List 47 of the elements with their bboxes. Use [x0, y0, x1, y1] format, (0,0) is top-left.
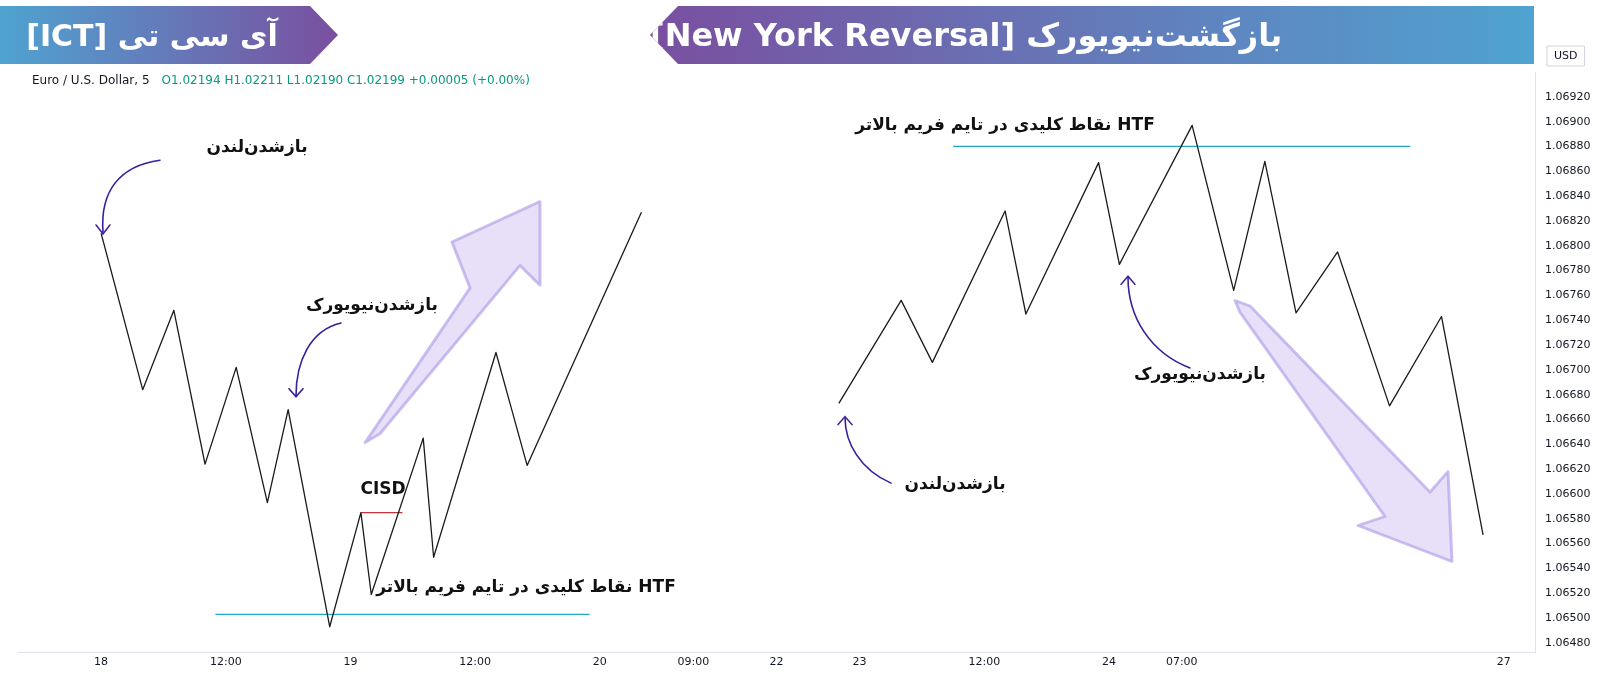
- annotation: HTF نقاط کلیدی در تایم فریم بالاتر: [375, 575, 676, 597]
- annotation: بازشدن‌لندن: [206, 135, 308, 156]
- x-tick-label: 12:00: [459, 655, 492, 669]
- y-tick-label: 1.06620: [1545, 461, 1591, 475]
- annotation: O1.02194 H1.02211 L1.02190 C1.02199 +0.00005 (+0.00%): [161, 73, 530, 88]
- y-tick-label: 1.06800: [1545, 238, 1591, 252]
- y-tick-label: 1.06560: [1545, 536, 1591, 550]
- y-axis-title: USD: [1554, 48, 1578, 62]
- x-tick-label: 12:00: [209, 655, 242, 669]
- x-tick-label: 20: [592, 655, 607, 669]
- y-tick-label: 1.06600: [1545, 486, 1591, 500]
- x-tick-label: 19: [343, 655, 358, 669]
- y-tick-label: 1.06840: [1545, 188, 1591, 202]
- x-tick-label: 12:00: [968, 655, 1001, 669]
- y-tick-label: 1.06820: [1545, 213, 1591, 227]
- x-tick-label: 24: [1101, 655, 1116, 669]
- y-tick-label: 1.06580: [1545, 511, 1591, 525]
- y-tick-label: 1.06740: [1545, 313, 1591, 327]
- y-tick-label: 1.06920: [1545, 89, 1591, 103]
- y-tick-label: 1.06860: [1545, 164, 1591, 178]
- annotation: بازشدن‌نیویورک: [306, 294, 438, 316]
- x-tick-label: 22: [769, 655, 784, 669]
- chart-title: بازگشت‌نیویورک [New York Reversal]: [650, 6, 1534, 64]
- y-tick-label: 1.06700: [1545, 362, 1591, 376]
- y-tick-label: 1.06900: [1545, 114, 1591, 128]
- annotation: Euro / U.S. Dollar, 5: [32, 73, 150, 88]
- annotation: بازشدن‌نیویورک: [1134, 362, 1266, 384]
- y-tick-label: 1.06480: [1545, 635, 1591, 649]
- x-tick-label: 07:00: [1165, 655, 1198, 669]
- y-tick-label: 1.06680: [1545, 387, 1591, 401]
- y-tick-label: 1.06500: [1545, 610, 1591, 624]
- annotation: بازشدن‌لندن: [904, 473, 1006, 494]
- y-tick-label: 1.06880: [1545, 139, 1591, 153]
- x-tick-label: 18: [94, 655, 109, 669]
- y-tick-label: 1.06660: [1545, 412, 1591, 426]
- x-tick-label: 27: [1496, 655, 1511, 669]
- x-tick-label: 23: [852, 655, 867, 669]
- y-tick-label: 1.06520: [1545, 586, 1591, 600]
- y-tick-label: 1.06720: [1545, 337, 1591, 351]
- x-tick-label: 09:00: [677, 655, 710, 669]
- y-tick-label: 1.06640: [1545, 437, 1591, 451]
- annotation: CISD: [360, 477, 406, 498]
- chart-subtitle: آی سی تی [ICT]: [0, 6, 338, 64]
- y-tick-label: 1.06540: [1545, 561, 1591, 575]
- y-tick-label: 1.06760: [1545, 288, 1591, 302]
- annotation: HTF نقاط کلیدی در تایم فریم بالاتر: [854, 114, 1155, 136]
- y-tick-label: 1.06780: [1545, 263, 1591, 277]
